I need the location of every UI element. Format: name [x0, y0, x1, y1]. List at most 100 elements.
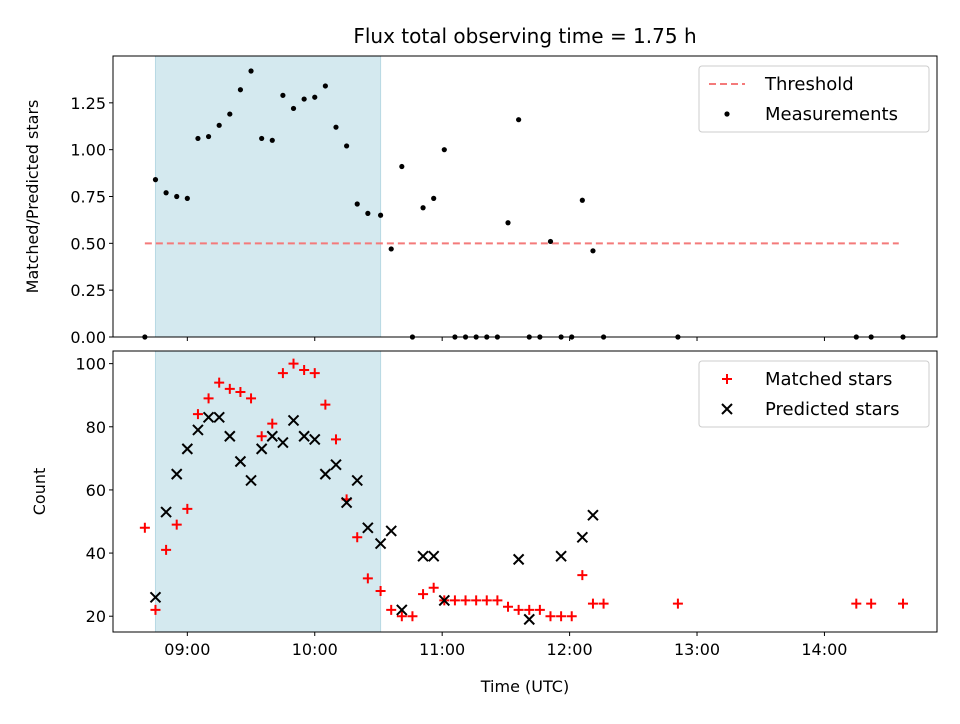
x-tick-label: 12:00 — [547, 640, 593, 659]
x-tick-label: 13:00 — [674, 640, 720, 659]
series-1-point-5 — [184, 195, 190, 201]
series-2-point-20 — [351, 474, 363, 487]
series-1-point-11 — [248, 68, 254, 74]
series-2-point-23 — [385, 525, 397, 537]
series-1-point-15 — [290, 105, 297, 112]
series-1-point-14 — [277, 368, 288, 379]
series-1-point-46 — [851, 598, 862, 609]
x-tick-label: 09:00 — [164, 640, 210, 659]
legend-label: Predicted stars — [765, 399, 899, 420]
y-tick-label: 1.00 — [70, 141, 106, 160]
series-2-point-6 — [202, 411, 215, 424]
series-1-point-32 — [471, 595, 482, 606]
series-1-point-35 — [505, 220, 511, 226]
subplot-2 — [109, 350, 938, 636]
series-1-point-16 — [301, 96, 307, 102]
series-1-point-34 — [492, 595, 503, 606]
series-2-point-4 — [181, 443, 194, 455]
y-tick-label: 0.50 — [70, 234, 106, 253]
x-tick-label: 14:00 — [801, 640, 847, 659]
series-1-point-13 — [269, 137, 275, 143]
series-2-point-31 — [576, 531, 589, 543]
series-1-point-18 — [320, 399, 331, 410]
series-1-point-21 — [354, 201, 360, 207]
series-1-point-30 — [449, 595, 460, 606]
x-tick-label: 11:00 — [419, 640, 465, 659]
series-1-point-2 — [150, 604, 161, 615]
legend-label: Threshold — [764, 74, 854, 95]
legend-x-swatch — [721, 403, 733, 415]
series-1-point-22 — [365, 210, 371, 216]
series-1-point-10 — [235, 387, 246, 398]
series-1-point-3 — [161, 544, 172, 555]
y-tick-label: 0.75 — [70, 188, 106, 207]
series-2-point-30 — [555, 550, 567, 562]
series-2-point-12 — [266, 430, 278, 442]
series-1-point-4 — [174, 193, 180, 200]
series-1-point-44 — [598, 598, 609, 609]
series-2-point-28 — [512, 553, 525, 566]
series-1-point-27 — [418, 589, 429, 600]
series-1-point-25 — [399, 163, 405, 170]
series-2-point-17 — [319, 468, 332, 480]
series-1-point-43 — [587, 598, 598, 609]
series-1-point-11 — [246, 393, 257, 404]
series-1-point-9 — [224, 383, 235, 394]
series-1-point-39 — [547, 238, 554, 245]
series-2-point-8 — [224, 430, 236, 442]
y-axis-label: Count — [30, 468, 49, 516]
y-tick-label: 100 — [75, 355, 106, 374]
series-2-point-13 — [277, 436, 289, 449]
series-1-point-12 — [256, 431, 267, 442]
series-1-point-9 — [227, 111, 233, 117]
series-2-point-14 — [287, 414, 300, 427]
y-axis-label: Matched/Predicted stars — [23, 100, 42, 294]
legend-plus-swatch — [722, 374, 732, 384]
series-1-point-43 — [590, 248, 596, 254]
series-2-point-16 — [309, 433, 321, 446]
series-2-point-11 — [255, 443, 268, 455]
series-1-point-38 — [534, 604, 545, 615]
legend-label: Matched stars — [765, 369, 892, 390]
series-1-point-40 — [556, 611, 567, 622]
subplot-1 — [109, 55, 938, 341]
series-1-point-47 — [866, 598, 877, 609]
series-1-point-6 — [192, 409, 203, 420]
series-1-point-23 — [377, 212, 384, 218]
series-1-point-20 — [344, 143, 350, 149]
series-2-point-2 — [160, 506, 172, 518]
series-1-point-5 — [182, 503, 193, 514]
series-1-point-29 — [441, 147, 447, 153]
series-1-point-17 — [309, 368, 320, 379]
series-1-point-7 — [203, 393, 214, 404]
series-2-point-21 — [362, 522, 374, 534]
y-tick-label: 60 — [86, 481, 106, 500]
series-1-point-12 — [259, 135, 265, 142]
series-1-point-7 — [205, 133, 212, 140]
series-1-point-31 — [460, 595, 471, 606]
series-1-point-8 — [214, 377, 225, 388]
x-axis-label: Time (UTC) — [480, 677, 569, 696]
series-2-point-24 — [396, 604, 408, 616]
series-1-point-24 — [386, 604, 397, 615]
series-1-point-19 — [333, 124, 339, 130]
series-1-point-35 — [503, 601, 514, 612]
series-2-point-18 — [330, 458, 342, 471]
series-1-point-27 — [420, 205, 426, 211]
series-1-point-21 — [352, 532, 363, 543]
series-1-point-26 — [407, 611, 418, 622]
series-1-point-16 — [299, 364, 310, 375]
series-1-point-4 — [171, 519, 182, 530]
series-1-point-39 — [545, 611, 556, 622]
series-1-point-19 — [330, 434, 341, 445]
legend-box — [698, 360, 930, 428]
series-2-point-27 — [438, 594, 451, 607]
series-1-point-37 — [524, 604, 535, 615]
y-tick-label: 20 — [86, 607, 106, 626]
x-tick-label: 10:00 — [292, 640, 338, 659]
series-1-point-28 — [428, 582, 439, 593]
series-1-point-42 — [577, 570, 588, 581]
series-1-point-48 — [898, 598, 909, 609]
series-1-point-45 — [672, 598, 683, 609]
